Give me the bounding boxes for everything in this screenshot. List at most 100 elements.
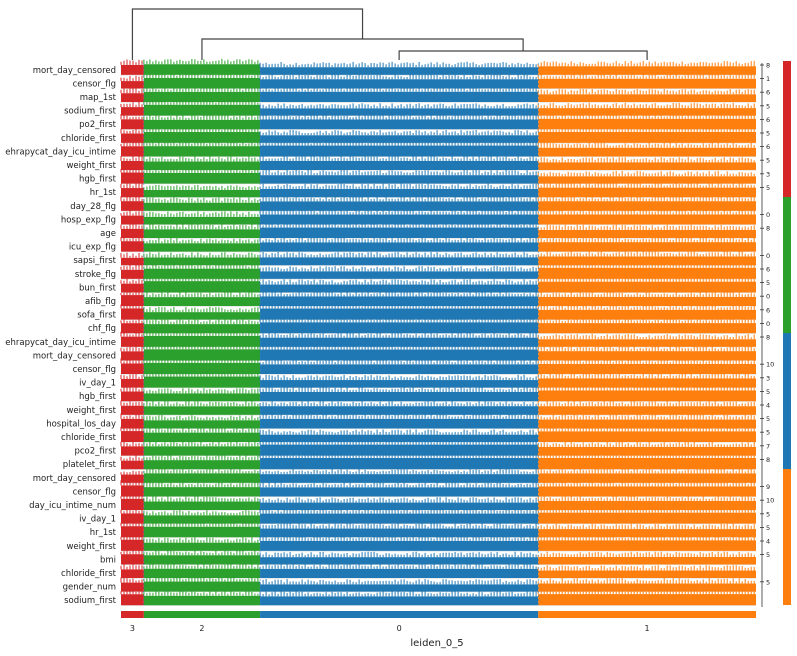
- track-row: [120, 235, 756, 253]
- track-cell-1: [538, 94, 756, 103]
- track-spikes-0: [259, 551, 537, 558]
- track-spikes-0: [259, 482, 537, 488]
- track-cell-0: [260, 108, 539, 116]
- track-cell-1: [538, 108, 756, 116]
- track-cell-1: [538, 296, 756, 307]
- track-row: [120, 426, 756, 443]
- track-spikes-1: [537, 209, 755, 215]
- track-cell-2: [143, 324, 261, 334]
- track-row: [120, 507, 756, 525]
- track-label: censor_flg: [73, 79, 116, 89]
- track-label: sapsi_first: [73, 256, 116, 266]
- track-spikes-0: [259, 413, 537, 419]
- track-tick-label: 9: [766, 483, 770, 491]
- track-cell-1: [538, 540, 756, 552]
- track-cell-0: [260, 406, 539, 416]
- track-spikes-3: [120, 548, 143, 555]
- track-spikes-1: [537, 157, 755, 163]
- track-row: [120, 317, 756, 334]
- track-spikes-3: [120, 441, 143, 447]
- track-cell-3: [121, 146, 144, 157]
- track-spikes-1: [537, 102, 755, 109]
- track-row: [120, 140, 756, 157]
- bottom-bar-2: [143, 611, 261, 618]
- track-cell-3: [121, 93, 144, 103]
- track-spikes-3: [120, 564, 143, 570]
- track-spikes-1: [537, 224, 755, 230]
- track-tick-label: 5: [766, 102, 770, 110]
- x-tick-label: 2: [199, 624, 204, 633]
- track-spikes-1: [537, 358, 755, 364]
- x-axis-label: leiden_0_5: [410, 638, 463, 649]
- track-row: [120, 72, 756, 89]
- track-label: ehrapycat_day_icu_intime: [5, 338, 116, 348]
- track-spikes-1: [537, 262, 755, 268]
- track-labels: mort_day_censored censor_flg map_1stsodium…: [5, 66, 116, 606]
- track-label: hospital_los_day: [46, 419, 116, 429]
- track-spikes-2: [143, 330, 259, 336]
- track-spikes-0: [259, 303, 537, 309]
- track-label: hr_1st: [90, 528, 117, 538]
- track-cell-2: [143, 335, 261, 348]
- track-tick-label: 4: [766, 538, 770, 546]
- track-label: chloride_first: [61, 134, 117, 144]
- track-tick-label: 4: [766, 402, 770, 410]
- track-tick-label: 6: [766, 116, 770, 124]
- track-row: [120, 182, 756, 198]
- track-cell-1: [538, 556, 756, 565]
- track-spikes-1: [537, 88, 755, 95]
- track-row: [120, 385, 756, 402]
- track-cell-0: [260, 284, 539, 293]
- track-cell-1: [538, 309, 756, 320]
- track-cell-1: [538, 339, 756, 348]
- track-row: [120, 126, 756, 144]
- track-cell-3: [121, 161, 144, 171]
- track-cell-1: [538, 201, 756, 212]
- track-cell-1: [538, 473, 756, 484]
- track-spikes-3: [120, 400, 143, 406]
- track-label: hgb_first: [79, 175, 117, 185]
- track-cell-3: [121, 391, 144, 402]
- track-spikes-1: [537, 495, 755, 501]
- track-spikes-3: [120, 59, 143, 65]
- track-spikes-1: [537, 142, 755, 148]
- track-label: censor_flg: [73, 487, 116, 497]
- track-cell-3: [121, 81, 144, 89]
- track-cell-2: [143, 64, 261, 76]
- track-spikes-3: [120, 386, 143, 392]
- track-cell-3: [121, 485, 144, 497]
- track-spikes-0: [259, 535, 537, 541]
- track-cell-3: [121, 201, 144, 212]
- track-tick-label: 8: [766, 334, 770, 342]
- track-spikes-0: [259, 183, 537, 189]
- track-spikes-2: [143, 537, 259, 543]
- track-label: weight_first: [66, 542, 116, 552]
- track-tick-label: 10: [766, 361, 774, 369]
- track-label: sodium_first: [64, 107, 117, 117]
- track-label: day_icu_intime_num: [29, 501, 116, 511]
- track-spikes-0: [259, 279, 537, 285]
- track-spikes-3: [120, 577, 143, 583]
- track-tick-label: 0: [766, 293, 770, 301]
- group-bar-1: [783, 469, 791, 605]
- track-cell-0: [260, 257, 539, 266]
- track-cell-2: [143, 132, 261, 144]
- track-spikes-2: [143, 126, 259, 132]
- track-cell-2: [143, 349, 261, 361]
- track-cell-2: [143, 202, 261, 212]
- track-spikes-1: [537, 565, 755, 571]
- track-row: [120, 155, 756, 171]
- track-label: sodium_first: [64, 596, 117, 606]
- track-cell-2: [143, 555, 261, 565]
- track-label: weight_first: [66, 161, 116, 171]
- track-spikes-0: [259, 374, 537, 381]
- group-bar-2: [783, 197, 791, 333]
- track-cell-0: [260, 308, 539, 320]
- track-tick-label: 5: [766, 388, 770, 396]
- track-cell-0: [260, 135, 539, 144]
- track-cell-3: [121, 64, 144, 76]
- track-tick-label: 7: [766, 442, 770, 450]
- track-tick-label: 6: [766, 306, 770, 314]
- track-label: pco2_first: [74, 447, 116, 457]
- track-spikes-3: [120, 317, 143, 324]
